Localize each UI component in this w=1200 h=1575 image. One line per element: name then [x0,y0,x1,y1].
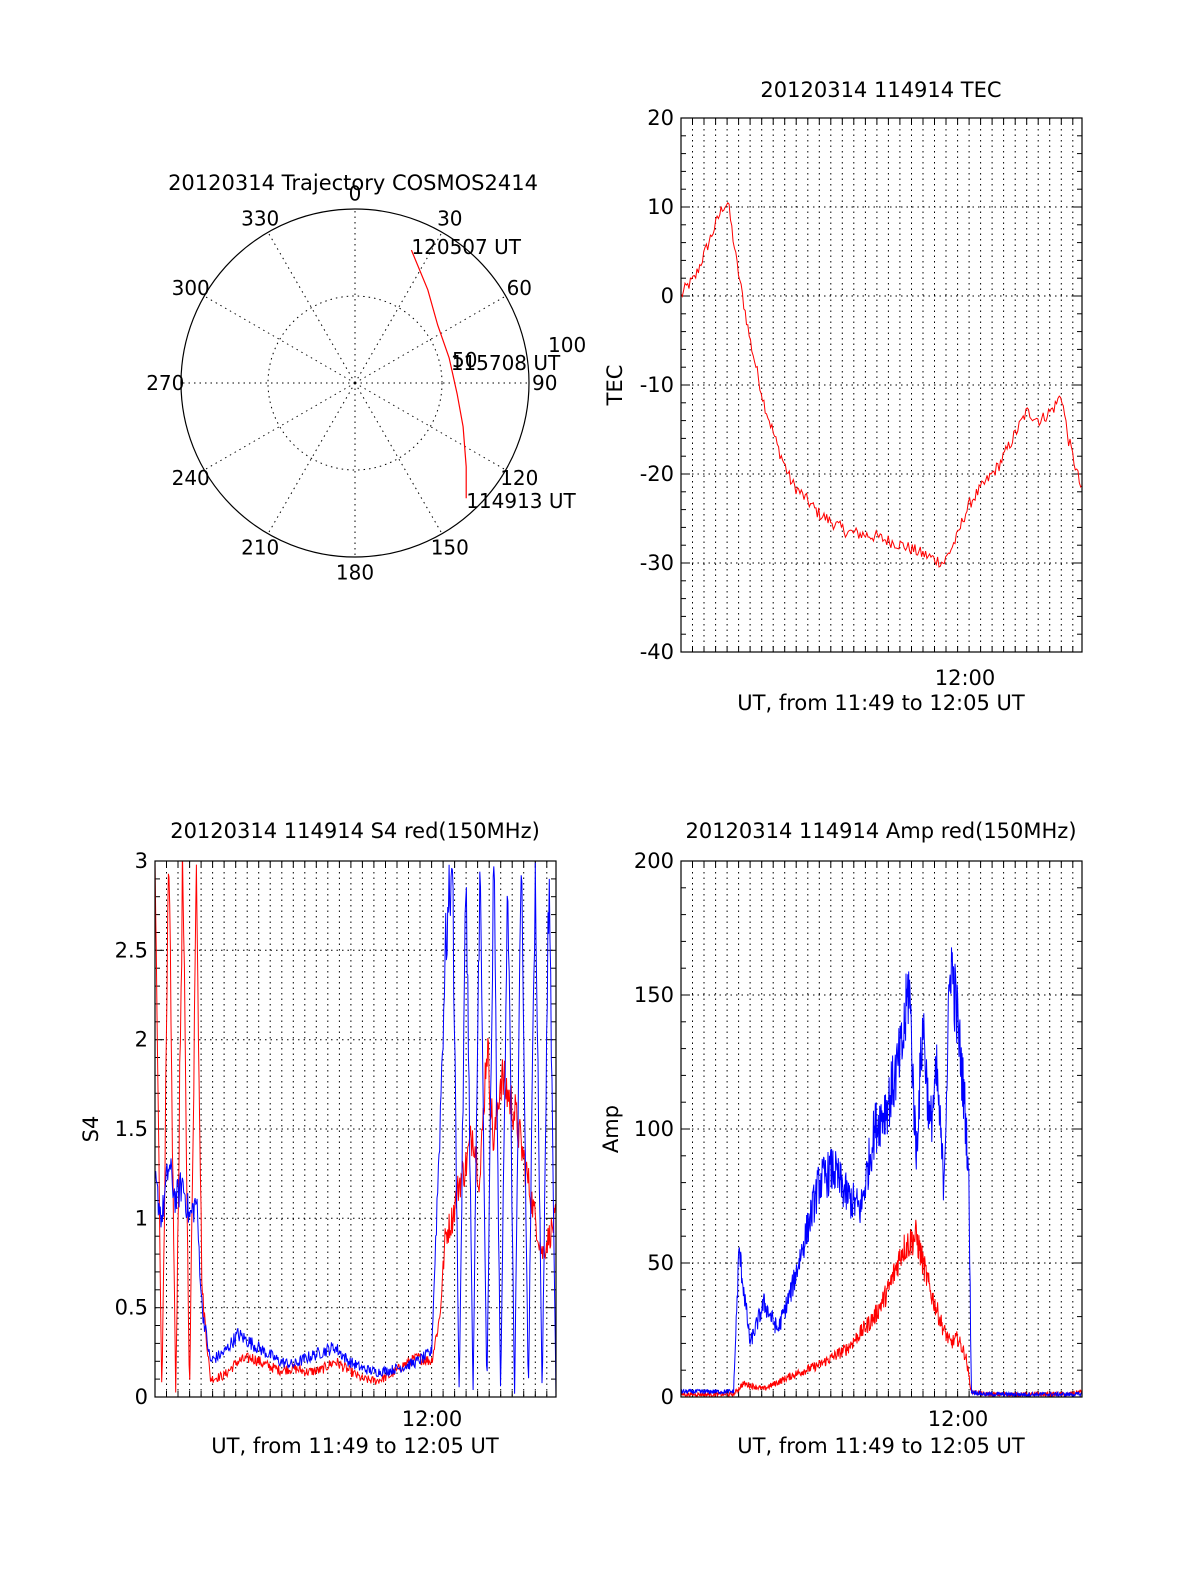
amp-y-tick-labels: 0 50 100 150 200 [634,849,674,1409]
y-tick-label: 0 [135,1385,148,1409]
s4-series-red [155,861,556,1393]
tec-frame [680,117,1083,653]
ring-label-100: 100 [548,333,586,357]
azimuth-label-90: 90 [532,371,557,395]
y-tick-label: 1 [135,1206,148,1230]
amp-xlabel: UT, from 11:49 to 12:05 UT [737,1434,1025,1458]
tec-title: 20120314 114914 TEC [760,78,1001,102]
ring-label-50: 50 [452,348,477,372]
tec-series [681,201,1082,568]
s4-ticks [154,860,556,1398]
s4-panel: 20120314 114914 S4 red(150MHz) 0 0.5 1 1.5 2… [79,819,557,1458]
tec-x-tick-label: 12:00 [935,666,996,690]
s4-ylabel: S4 [79,1116,103,1143]
azimuth-label-60: 60 [507,276,532,300]
s4-x-tick-label: 12:00 [402,1407,463,1431]
y-tick-label: 20 [647,106,674,130]
s4-grid [154,861,556,1397]
azimuth-spokes [181,209,529,557]
azimuth-label-150: 150 [431,535,469,559]
tec-y-tick-labels: -40 -30 -20 -10 0 10 20 [640,106,674,664]
spoke-240 [204,382,356,471]
spoke-120 [354,382,506,471]
amp-panel: 20120314 114914 Amp red(150MHz) 0 50 100 15… [599,819,1083,1458]
y-tick-label: -40 [640,640,674,664]
y-tick-label: 50 [647,1251,674,1275]
spoke-150 [354,382,443,534]
annotation-end-time: 120507 UT [411,235,521,259]
y-tick-label: -10 [640,373,674,397]
y-tick-label: 200 [634,849,674,873]
s4-frame [154,860,557,1398]
s4-title: 20120314 114914 S4 red(150MHz) [170,819,540,843]
tec-grid [680,118,1082,652]
azimuth-label-330: 330 [241,207,279,231]
azimuth-label-210: 210 [241,535,279,559]
s4-xlabel: UT, from 11:49 to 12:05 UT [211,1434,499,1458]
y-tick-label: 1.5 [115,1117,148,1141]
amp-frame [680,860,1083,1398]
azimuth-label-30: 30 [437,207,462,231]
azimuth-label-120: 120 [500,466,538,490]
y-tick-label: -30 [640,551,674,575]
azimuth-label-300: 300 [172,276,210,300]
amp-grid [680,861,1082,1397]
trajectory-panel: 20120314 Trajectory COSMOS2414 0 30 60 90 12… [146,171,586,585]
amp-series-blue [681,947,1082,1397]
y-tick-label: 10 [647,195,674,219]
amp-series-red [681,1219,1082,1397]
trajectory-track [410,249,467,499]
tec-ticks [680,117,1082,653]
azimuth-label-0: 0 [349,181,362,205]
tec-ylabel: TEC [603,365,627,407]
y-tick-label: 100 [634,1117,674,1141]
amp-x-tick-label: 12:00 [928,1407,989,1431]
amp-series [681,947,1082,1397]
amp-ylabel: Amp [599,1105,623,1153]
azimuth-label-180: 180 [336,561,374,585]
y-tick-label: 2 [135,1028,148,1052]
trajectory-line [410,249,467,499]
amp-title: 20120314 114914 Amp red(150MHz) [685,819,1076,843]
y-tick-label: 0.5 [115,1296,148,1320]
y-tick-label: 2.5 [115,938,148,962]
azimuth-label-240: 240 [172,466,210,490]
s4-y-tick-labels: 0 0.5 1 1.5 2 2.5 3 [115,849,148,1409]
y-tick-label: 150 [634,983,674,1007]
y-tick-label: 3 [135,849,148,873]
azimuth-label-270: 270 [146,371,184,395]
s4-series [155,861,556,1397]
y-tick-label: 0 [661,1385,674,1409]
azimuth-labels: 0 30 60 90 120 150 180 210 240 270 300 330 [146,181,557,584]
polar-boundary [180,208,530,558]
tec-series-red [681,201,1082,568]
spoke-300 [204,295,356,384]
y-tick-label: -20 [640,462,674,486]
annotation-start-time: 114913 UT [466,489,576,513]
tec-panel: 20120314 114914 TEC -40 -30 -20 -10 0 10 20 12… [603,78,1083,715]
amp-ticks [680,860,1082,1398]
annotation-mid-time: 115708 UT [451,351,561,375]
s4-series-blue [155,862,556,1397]
ring-50 [267,295,443,471]
y-tick-label: 0 [661,284,674,308]
trajectory-title: 20120314 Trajectory COSMOS2414 [168,171,538,195]
tec-xlabel: UT, from 11:49 to 12:05 UT [737,691,1025,715]
